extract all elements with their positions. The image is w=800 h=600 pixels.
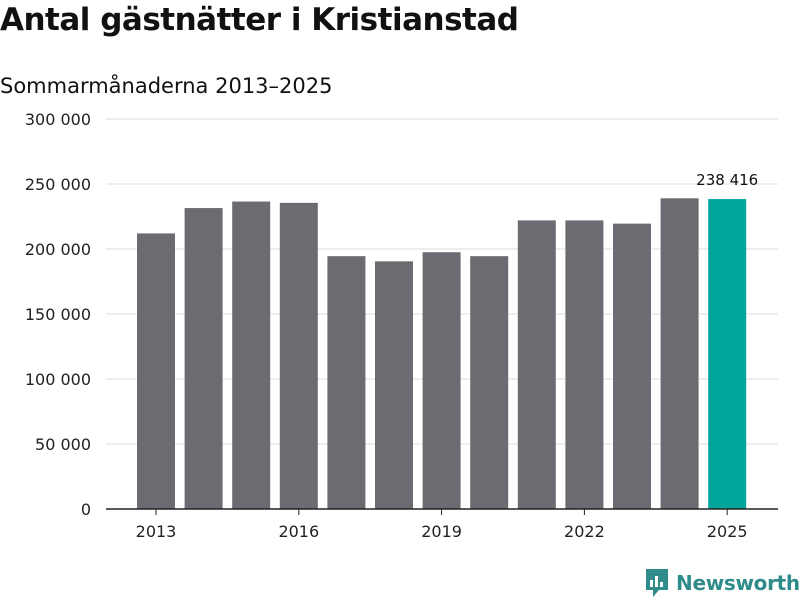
y-tick-label: 0 [81,500,91,519]
y-tick-label: 300 000 [25,110,91,129]
bar-2023 [613,223,651,509]
y-tick-label: 150 000 [25,305,91,324]
bar-2022 [565,220,604,509]
x-tick-label: 2019 [421,522,462,541]
x-tick-label: 2025 [707,522,748,541]
brand-name: Newsworthy [676,571,800,595]
bar-2016 [279,202,318,509]
bar-2017 [327,256,366,509]
y-tick-label: 200 000 [25,240,91,259]
bar-2018 [375,261,413,509]
bar-2013 [137,233,175,509]
brand-logo: Newsworthy [644,568,800,598]
x-tick-label: 2013 [136,522,177,541]
chart-subtitle: Sommarmånaderna 2013–2025 [0,74,333,98]
bar-2025 [708,199,747,509]
newsworthy-logo-icon [646,569,668,597]
y-tick-label: 50 000 [35,435,91,454]
bar-2024 [660,198,699,510]
bar-2021 [517,220,556,509]
chart-title: Antal gästnätter i Kristianstad [0,2,519,38]
x-tick-label: 2022 [564,522,605,541]
y-tick-label: 250 000 [25,175,91,194]
bar-2015 [232,201,271,510]
bar-2020 [470,256,509,509]
bar-2014 [184,208,223,510]
y-tick-label: 100 000 [25,370,91,389]
x-tick-label: 2016 [278,522,319,541]
bar-2019 [422,252,461,509]
data-label: 238 416 [696,171,758,189]
